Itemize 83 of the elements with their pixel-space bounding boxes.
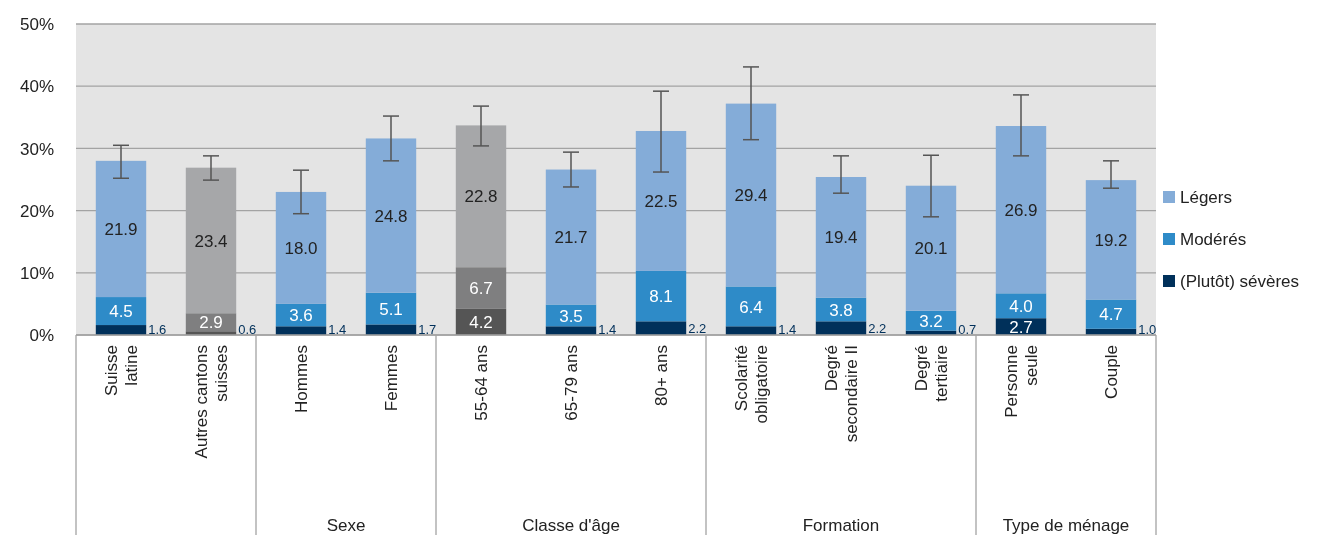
data-label: 4.2 xyxy=(469,313,493,333)
text: Formation xyxy=(802,516,880,535)
data-label: 29.4 xyxy=(734,186,768,206)
bar xyxy=(275,326,327,335)
y-tick-label: 50% xyxy=(19,15,54,35)
x-tick-label: Autres cantons suisses xyxy=(192,345,232,459)
x-tick-label: 65-79 ans xyxy=(562,345,582,421)
data-label: 1.4 xyxy=(778,322,797,338)
data-label: 4.5 xyxy=(109,302,133,322)
data-label: 6.4 xyxy=(739,297,763,317)
bar xyxy=(815,321,867,335)
data-label: 21.9 xyxy=(104,220,138,240)
bar xyxy=(275,191,327,304)
x-tick-label: Couple xyxy=(1102,345,1122,399)
y-tick-label: 40% xyxy=(19,77,54,97)
data-label: 4.0 xyxy=(1009,296,1033,316)
data-label: 2.2 xyxy=(688,320,707,336)
bar xyxy=(725,103,777,287)
bar xyxy=(95,297,147,326)
bar xyxy=(635,270,687,322)
bar xyxy=(635,321,687,335)
data-label: 23.4 xyxy=(194,231,228,251)
data-label: 3.5 xyxy=(559,306,583,326)
bar xyxy=(815,177,867,298)
bar xyxy=(365,292,417,325)
bar xyxy=(365,138,417,293)
data-label: 3.2 xyxy=(919,311,943,331)
x-tick-label: 80+ ans xyxy=(652,345,672,406)
bar xyxy=(905,185,957,311)
bar xyxy=(545,169,597,305)
bar xyxy=(1085,180,1137,300)
x-tick-label: Suisse latine xyxy=(102,345,142,397)
data-label: 0.7 xyxy=(958,322,977,338)
bar xyxy=(1085,299,1137,329)
text: Sexe xyxy=(326,516,366,535)
legend-label: (Plutôt) sévères xyxy=(1180,272,1300,292)
data-label: 6.7 xyxy=(469,279,493,299)
data-label: 20.1 xyxy=(914,239,948,259)
x-tick-label: Hommes xyxy=(292,345,312,414)
data-label: 1.6 xyxy=(148,322,167,338)
data-label: 2.7 xyxy=(1009,317,1033,337)
data-label: 21.7 xyxy=(554,228,588,248)
data-label: 22.8 xyxy=(464,187,498,207)
text: Classe d'âge xyxy=(522,516,620,535)
data-label: 18.0 xyxy=(284,239,318,259)
text: Type de ménage xyxy=(1002,516,1130,535)
y-tick-label: 30% xyxy=(19,139,54,159)
data-label: 2.9 xyxy=(199,313,223,333)
data-label: 3.6 xyxy=(289,306,313,326)
data-label: 0.6 xyxy=(238,322,257,338)
data-label: 5.1 xyxy=(379,299,403,319)
x-tick-label: Personne seule xyxy=(1002,345,1042,418)
data-label: 2.2 xyxy=(868,320,887,336)
bar xyxy=(635,130,687,271)
bar xyxy=(95,160,147,298)
x-tick-label: Degré tertiaire xyxy=(912,345,952,402)
data-label: 8.1 xyxy=(649,287,673,307)
data-label: 3.8 xyxy=(829,300,853,320)
x-tick-label: Femmes xyxy=(382,345,402,412)
data-label: 24.8 xyxy=(374,206,408,226)
y-tick-label: 10% xyxy=(19,263,54,283)
x-tick-label: 55-64 ans xyxy=(472,345,492,421)
data-label: 26.9 xyxy=(1004,200,1038,220)
data-label: 1.7 xyxy=(418,322,437,338)
x-tick-label: Scolarité obligatoire xyxy=(732,345,772,424)
data-label: 19.4 xyxy=(824,228,858,248)
data-label: 1.4 xyxy=(598,322,617,338)
bar xyxy=(725,326,777,335)
bar xyxy=(365,324,417,335)
bar xyxy=(725,286,777,327)
legend-label: Légers xyxy=(1180,188,1232,208)
data-label: 1.4 xyxy=(328,322,347,338)
data-label: 19.2 xyxy=(1094,230,1128,250)
y-tick-label: 20% xyxy=(19,201,54,221)
y-tick-label: 0% xyxy=(29,326,54,346)
data-label: 1.0 xyxy=(1138,322,1157,338)
bar xyxy=(995,126,1047,294)
bar xyxy=(455,267,507,309)
data-label: 4.7 xyxy=(1099,305,1123,325)
legend-label: Modérés xyxy=(1180,230,1247,250)
data-label: 22.5 xyxy=(644,192,678,212)
bar xyxy=(545,326,597,335)
bar xyxy=(95,325,147,335)
